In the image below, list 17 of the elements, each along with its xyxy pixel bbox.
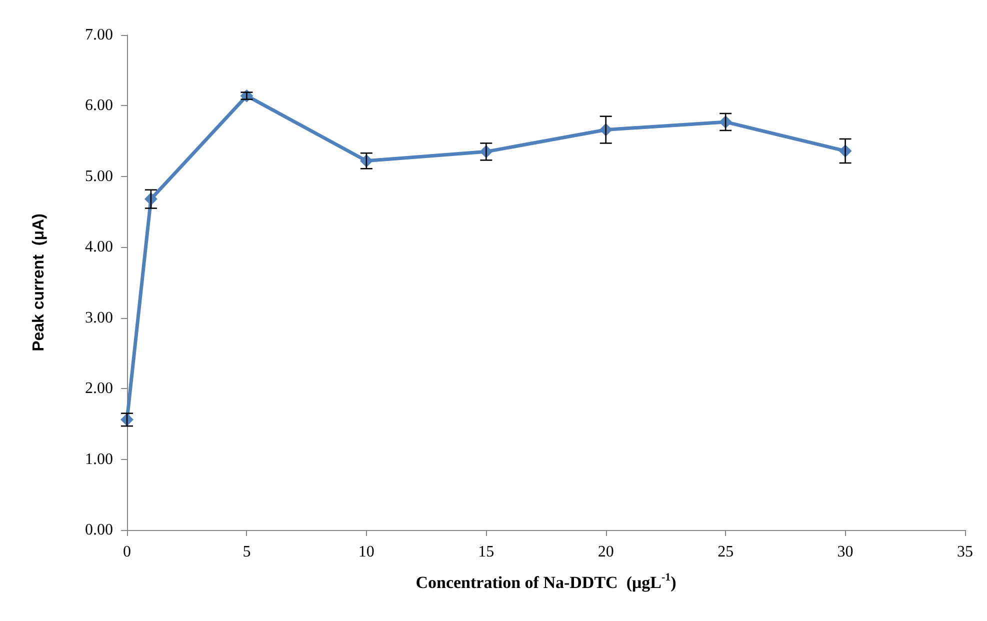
y-tick-label: 5.00 — [85, 168, 113, 185]
y-tick-label: 2.00 — [85, 380, 113, 398]
x-tick-label: 25 — [718, 544, 734, 560]
x-tick-label: 30 — [837, 544, 854, 560]
y-axis-title: Peak current (μA) — [30, 214, 48, 352]
y-tick-label: 1.00 — [85, 450, 113, 468]
x-tick-label: 15 — [478, 544, 494, 560]
x-tick-label: 5 — [242, 544, 251, 560]
y-tick-label: 7.00 — [85, 26, 113, 44]
x-tick-label: 20 — [598, 544, 614, 560]
x-tick-label: 10 — [358, 544, 374, 560]
x-tick-label: 35 — [957, 544, 973, 560]
y-tick-label: 4.00 — [85, 238, 113, 256]
y-tick-label: 0.00 — [85, 522, 113, 538]
y-tick-label: 3.00 — [85, 309, 113, 326]
y-tick-label: 6.00 — [85, 97, 113, 114]
x-tick-label: 0 — [123, 544, 131, 560]
